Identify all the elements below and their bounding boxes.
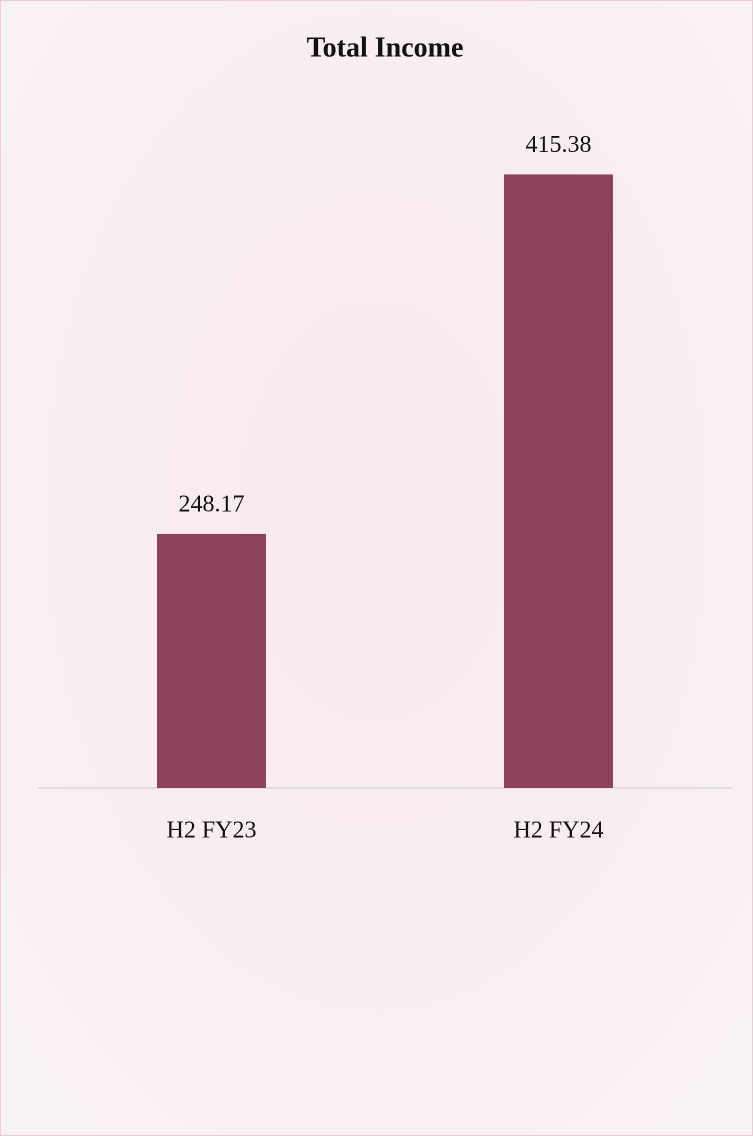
x-tick-label: H2 FY23 [166,818,256,844]
bar [157,533,266,788]
value-label: 248.17 [179,491,245,517]
bar [504,174,613,789]
chart-title: Total Income [307,32,464,63]
x-tick-label: H2 FY24 [513,818,603,844]
value-label: 415.38 [526,132,592,158]
